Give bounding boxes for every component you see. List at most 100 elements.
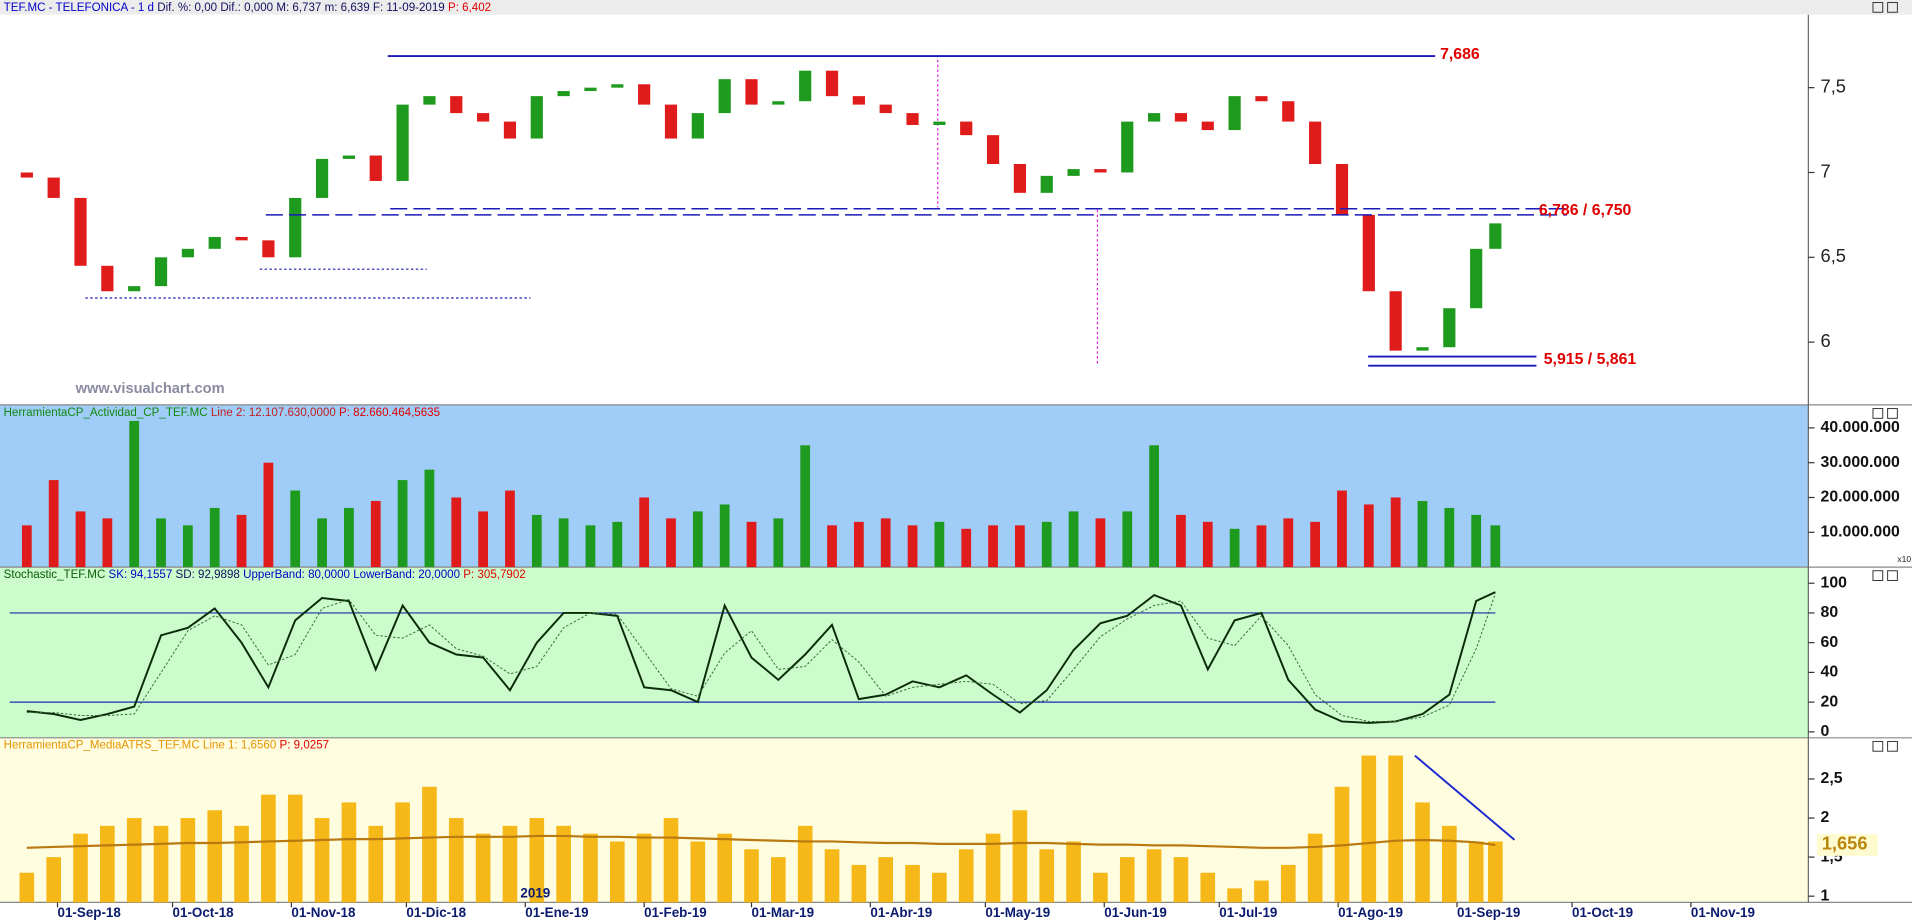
x-tick-label: 01-Sep-18: [58, 905, 122, 920]
candle: [1282, 101, 1295, 122]
atr-bar: [1468, 841, 1484, 903]
candle: [986, 135, 1000, 164]
volume-bar: [1015, 525, 1025, 568]
candle: [960, 121, 973, 136]
volume-bar: [129, 420, 140, 568]
atr-bar: [1442, 825, 1457, 903]
atr-bar: [341, 802, 357, 903]
y-tick-label: 80: [1821, 604, 1839, 621]
atr-bar: [771, 857, 786, 903]
window-button[interactable]: [1872, 2, 1884, 13]
volume-bar: [1256, 525, 1267, 568]
volume-bar: [692, 511, 703, 568]
window-button[interactable]: [1872, 740, 1884, 752]
atr-bar: [1280, 864, 1296, 903]
candle: [128, 286, 141, 292]
atr-bar: [422, 786, 437, 903]
volume-bar: [478, 511, 488, 568]
last-value-badge: [1816, 833, 1878, 856]
window-button[interactable]: [1887, 2, 1898, 13]
atr-bar: [448, 818, 464, 903]
atr-bar: [905, 864, 920, 903]
volume-bar: [612, 521, 623, 568]
candle: [1121, 121, 1134, 173]
candle: [1040, 175, 1053, 193]
volume-bar: [424, 469, 435, 568]
candle: [1255, 96, 1268, 102]
volume-bar: [988, 525, 998, 568]
window-button[interactable]: [1887, 408, 1898, 419]
atr-bar: [1254, 880, 1269, 903]
volume-bar: [1363, 504, 1374, 568]
candle: [208, 236, 221, 249]
indicator-name: HerramientaCP_Actividad_CP_TEF.MC: [4, 407, 208, 419]
volume-bar: [880, 518, 891, 568]
x-tick-label: 01-Oct-18: [173, 905, 235, 920]
volume-bar: [451, 497, 462, 568]
y-tick-label: 20.000.000: [1821, 489, 1900, 506]
volume-bar: [1390, 497, 1401, 568]
candle: [1228, 96, 1241, 131]
y-tick-label: 7,5: [1821, 75, 1846, 96]
candle: [664, 104, 678, 139]
indicator-field: LowerBand: 20,0000: [353, 569, 460, 581]
window-button[interactable]: [1887, 570, 1898, 581]
stochastic-line: [26, 591, 1496, 724]
candle: [1335, 163, 1349, 215]
candle: [584, 87, 597, 92]
x-tick-label: 01-Jul-19: [1219, 905, 1277, 920]
atr-bar: [797, 825, 813, 903]
x-tick-label: 01-Mar-19: [752, 905, 815, 920]
y-tick-label: 7: [1821, 160, 1831, 181]
volume-bar: [505, 490, 515, 568]
volume-bar: [1471, 514, 1482, 568]
window-button[interactable]: [1872, 408, 1884, 419]
volume-bar: [236, 514, 247, 568]
volume-bar: [746, 521, 757, 568]
indicator-field: P: 305,7902: [463, 569, 525, 581]
atr-bar: [529, 818, 545, 903]
candle: [342, 155, 356, 159]
x-tick-label: 01-Nov-19: [1691, 905, 1755, 920]
atr-bar: [583, 833, 598, 903]
x-tick-label: 01-Abr-19: [870, 905, 932, 920]
indicator-field: SK: 94,1557: [109, 569, 173, 581]
volume-bar: [1310, 521, 1321, 568]
indicator-field: Line 2: 12.107.630,0000: [211, 407, 336, 419]
volume-bar: [397, 480, 408, 568]
atr-bar: [609, 841, 625, 903]
header-field: M: 6,737: [276, 2, 321, 14]
volume-bar: [907, 525, 918, 568]
atr-bar: [878, 857, 894, 903]
candle: [289, 197, 302, 258]
atr-bar: [207, 810, 223, 903]
candle: [20, 172, 33, 178]
candle: [638, 84, 651, 105]
last-value-label: 1,656: [1822, 833, 1868, 854]
indicator-field: UpperBand: 80,0000: [243, 569, 350, 581]
atr-bar: [100, 825, 115, 903]
volume-bar: [1149, 445, 1159, 568]
y-tick-label: 6: [1821, 330, 1831, 351]
panel-title: Stochastic_TEF.MC SK: 94,1557 SD: 92,989…: [4, 569, 526, 581]
volume-bar: [961, 528, 972, 568]
volume-bar: [102, 518, 113, 568]
volume-bar: [1202, 521, 1213, 568]
atr-bar: [932, 872, 947, 903]
y-tick-label: 60: [1821, 634, 1839, 651]
window-button[interactable]: [1887, 740, 1898, 752]
candle: [369, 155, 382, 181]
atr-bar: [958, 849, 974, 903]
candle: [1362, 214, 1375, 292]
x-tick-label: 01-May-19: [985, 905, 1050, 920]
window-button[interactable]: [1872, 570, 1884, 581]
candle: [101, 265, 114, 292]
atr-bar: [1415, 802, 1430, 903]
y-tick-label: 30.000.000: [1821, 454, 1900, 471]
candle: [181, 248, 194, 258]
volume-bar: [1490, 525, 1501, 568]
indicator-name: Stochastic_TEF.MC: [4, 569, 106, 581]
volume-bar: [531, 514, 542, 568]
stochastic-panel: [0, 567, 1809, 738]
